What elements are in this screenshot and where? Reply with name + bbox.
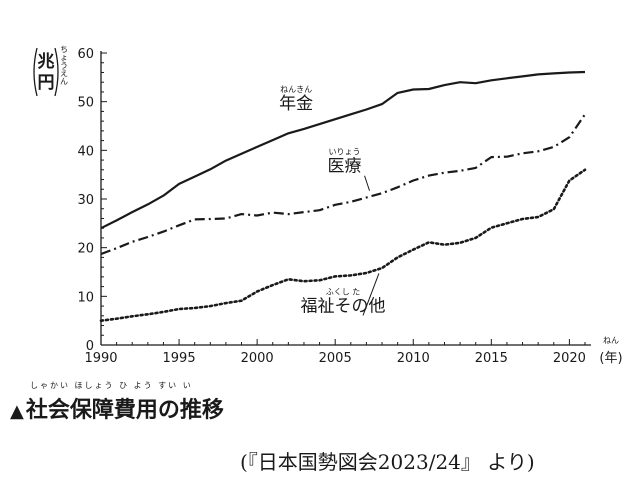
x-tick-label: 2010	[397, 351, 430, 366]
triangle-marker-icon: ▲	[10, 401, 24, 422]
series-label-2: 福祉その他	[301, 296, 386, 316]
series-leader-2	[362, 273, 380, 316]
series-line-2	[99, 168, 587, 323]
x-tick-label: 2015	[475, 351, 508, 366]
y-unit-ruby: う	[60, 61, 68, 70]
chart-axes: 1990 1995 2000 2005 2010 2015 2020 0 10 20 30 40 50 6…	[77, 47, 591, 366]
series-line-1	[100, 113, 586, 256]
y-unit-label: 兆	[38, 52, 55, 72]
x-tick-label: 2020	[553, 351, 586, 366]
caption-text: 社会保障費用の推移	[25, 398, 224, 423]
series-ruby-1: いりょう	[329, 148, 361, 157]
y-tick-label: 30	[77, 193, 94, 208]
x-tick-label: 1990	[84, 351, 117, 366]
source-note: (『日本国勢図会2023/24』 より)	[240, 450, 535, 474]
y-unit-paren-left	[33, 47, 38, 97]
y-tick-label: 60	[77, 47, 94, 62]
y-unit-ruby: ょ	[60, 53, 68, 62]
figure-caption: ▲社会保障費用の推移	[10, 392, 224, 424]
series-label-0: 年金	[279, 94, 313, 114]
chart-series	[99, 70, 587, 323]
series-ruby-2: ふくし た	[326, 287, 361, 296]
x-tick-label: 2000	[241, 351, 274, 366]
y-tick-label: 40	[77, 144, 94, 159]
series-label-1: 医療	[328, 157, 362, 177]
series-leader-1	[364, 175, 371, 191]
y-unit-paren-right	[54, 47, 59, 97]
chart: 1990 1995 2000 2005 2010 2015 2020 0 10 20 30 40 50 6…	[33, 45, 623, 366]
y-tick-label: 50	[77, 96, 94, 111]
x-unit-ruby: ねん	[603, 336, 619, 345]
caption-ruby: しゃかい ほしょう ひ よう すい い	[30, 381, 193, 390]
x-tick-label: 2005	[319, 351, 352, 366]
y-tick-label: 20	[77, 242, 94, 257]
y-unit-label-2: 円	[38, 73, 55, 93]
y-tick-label: 10	[77, 290, 94, 305]
series-ruby-0: ねんきん	[280, 85, 312, 94]
y-tick-label: 0	[86, 339, 94, 354]
y-unit-ruby: ん	[60, 77, 68, 86]
x-tick-label: 1995	[163, 351, 196, 366]
y-unit-ruby: え	[60, 69, 68, 78]
y-unit-ruby: ち	[60, 45, 68, 54]
x-unit-label: (年)	[599, 351, 622, 366]
series-line-0	[100, 70, 586, 230]
